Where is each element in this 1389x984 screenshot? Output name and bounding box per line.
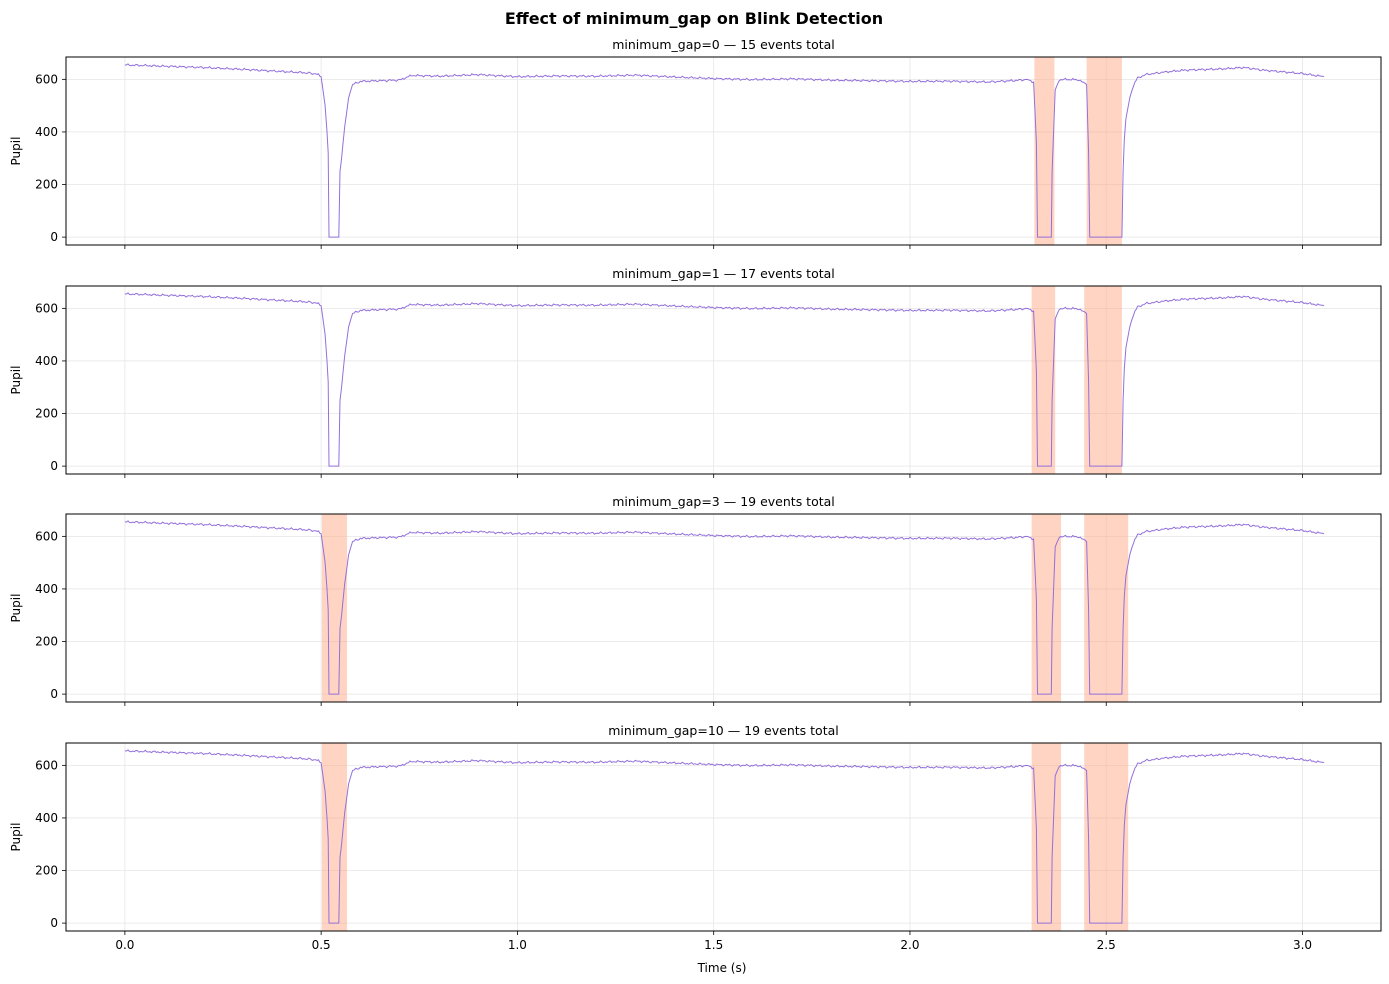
blink-span bbox=[321, 743, 348, 931]
blink-span bbox=[1084, 286, 1122, 474]
y-tick-label: 600 bbox=[35, 758, 58, 772]
x-tick-label: 0.0 bbox=[115, 938, 134, 952]
y-tick-label: 400 bbox=[35, 582, 58, 596]
blink-span bbox=[1084, 743, 1129, 931]
axes-frame bbox=[65, 56, 1382, 246]
subplot-title: minimum_gap=1 — 17 events total bbox=[612, 266, 835, 281]
axes-frame bbox=[65, 742, 1382, 932]
x-tick-label: 1.5 bbox=[704, 938, 723, 952]
y-tick-label: 600 bbox=[35, 301, 58, 315]
pupil-trace-line bbox=[124, 749, 1325, 924]
y-axis-label: Pupil bbox=[9, 823, 23, 852]
y-tick-label: 400 bbox=[35, 811, 58, 825]
x-axis-label: Time (s) bbox=[697, 961, 747, 975]
y-tick-label: 0 bbox=[50, 916, 58, 930]
subplot-1: minimum_gap=0 — 15 events total 0 200 400 60… bbox=[9, 37, 1382, 249]
x-tick-label: 3.0 bbox=[1293, 938, 1312, 952]
axes-frame bbox=[65, 285, 1382, 475]
x-tick-label: 1.0 bbox=[508, 938, 527, 952]
figure-title: Effect of minimum_gap on Blink Detection bbox=[505, 9, 883, 28]
pupil-trace-line bbox=[124, 292, 1325, 467]
axes-frame bbox=[65, 513, 1382, 703]
subplot-2: minimum_gap=1 — 17 events total 0 200 400 60… bbox=[9, 266, 1382, 478]
x-tick-label: 2.0 bbox=[900, 938, 919, 952]
subplot-title: minimum_gap=0 — 15 events total bbox=[612, 37, 835, 52]
subplot-4: minimum_gap=10 — 19 events total 0.0 0.5 1.… bbox=[9, 723, 1382, 952]
pupil-trace-line bbox=[124, 63, 1325, 238]
y-tick-label: 600 bbox=[35, 529, 58, 543]
y-tick-label: 200 bbox=[35, 407, 58, 421]
y-tick-label: 400 bbox=[35, 125, 58, 139]
y-axis-label: Pupil bbox=[9, 137, 23, 166]
y-tick-label: 200 bbox=[35, 864, 58, 878]
blink-span bbox=[1084, 514, 1129, 702]
subplots: minimum_gap=0 — 15 events total 0 200 400 60… bbox=[9, 37, 1382, 952]
y-axis-label: Pupil bbox=[9, 366, 23, 395]
subplot-3: minimum_gap=3 — 19 events total 0 200 400 60… bbox=[9, 494, 1382, 706]
y-tick-label: 0 bbox=[50, 230, 58, 244]
y-tick-label: 400 bbox=[35, 354, 58, 368]
x-tick-label: 2.5 bbox=[1097, 938, 1116, 952]
y-tick-label: 200 bbox=[35, 178, 58, 192]
x-tick-label: 0.5 bbox=[312, 938, 331, 952]
blink-span bbox=[1034, 57, 1055, 245]
blink-span bbox=[1086, 57, 1122, 245]
y-tick-label: 600 bbox=[35, 72, 58, 86]
pupil-trace-line bbox=[124, 520, 1325, 695]
y-tick-label: 0 bbox=[50, 459, 58, 473]
y-axis-label: Pupil bbox=[9, 594, 23, 623]
subplot-title: minimum_gap=3 — 19 events total bbox=[612, 494, 835, 509]
blink-span bbox=[321, 514, 348, 702]
subplot-title: minimum_gap=10 — 19 events total bbox=[608, 723, 838, 738]
y-tick-label: 200 bbox=[35, 635, 58, 649]
y-tick-label: 0 bbox=[50, 687, 58, 701]
